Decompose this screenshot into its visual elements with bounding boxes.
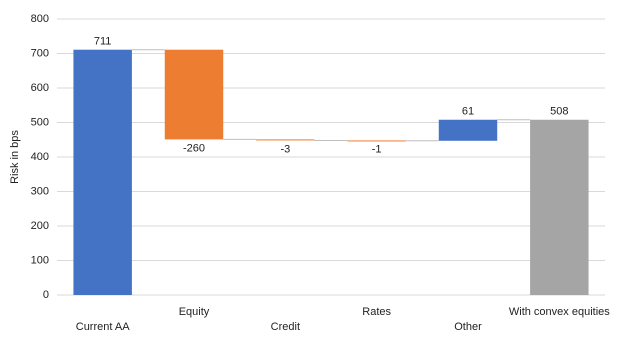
value-label: -1 bbox=[372, 144, 382, 156]
y-tick-label: 200 bbox=[31, 220, 49, 232]
y-tick-label: 700 bbox=[31, 47, 49, 59]
value-label: -3 bbox=[280, 143, 290, 155]
bar bbox=[530, 119, 589, 296]
value-label: 61 bbox=[462, 106, 474, 118]
value-label: -260 bbox=[183, 142, 205, 154]
bar bbox=[438, 119, 498, 141]
x-tick-label: With convex equities bbox=[509, 306, 610, 318]
y-tick-label: 400 bbox=[31, 151, 49, 163]
bar bbox=[73, 49, 132, 295]
y-tick-label: 600 bbox=[31, 82, 49, 94]
x-tick-label: Current AA bbox=[76, 321, 130, 333]
bar bbox=[256, 139, 315, 141]
y-tick-label: 500 bbox=[31, 116, 49, 128]
y-tick-label: 0 bbox=[43, 289, 49, 301]
value-label: 508 bbox=[550, 106, 568, 118]
bar bbox=[164, 49, 224, 140]
x-tick-label: Credit bbox=[271, 321, 300, 333]
y-tick-label: 300 bbox=[31, 185, 49, 197]
y-tick-label: 100 bbox=[31, 254, 49, 266]
value-label: 711 bbox=[94, 36, 112, 48]
y-axis-label: Risk in bps bbox=[9, 130, 21, 184]
x-tick-label: Rates bbox=[362, 306, 391, 318]
y-tick-label: 800 bbox=[31, 13, 49, 25]
x-tick-label: Equity bbox=[179, 306, 210, 318]
x-tick-label: Other bbox=[454, 321, 482, 333]
bar bbox=[347, 140, 406, 142]
